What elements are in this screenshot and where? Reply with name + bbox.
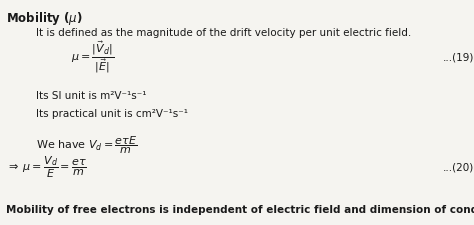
Text: Its SI unit is m²V⁻¹s⁻¹: Its SI unit is m²V⁻¹s⁻¹ <box>36 91 146 101</box>
Text: We have $V_d = \dfrac{e\tau E}{m}$: We have $V_d = \dfrac{e\tau E}{m}$ <box>36 135 137 156</box>
Text: Its practical unit is cm²V⁻¹s⁻¹: Its practical unit is cm²V⁻¹s⁻¹ <box>36 109 188 119</box>
Text: $\Rightarrow\; \mu = \dfrac{V_d}{E} = \dfrac{e\tau}{m}$: $\Rightarrow\; \mu = \dfrac{V_d}{E} = \d… <box>6 155 87 180</box>
Text: ...(20): ...(20) <box>443 163 474 173</box>
Text: ...(19): ...(19) <box>443 52 474 62</box>
Text: Mobility of free electrons is independent of electric field and dimension of con: Mobility of free electrons is independen… <box>6 205 474 215</box>
Text: $\mu = \dfrac{|\vec{V}_d|}{|\vec{E}|}$: $\mu = \dfrac{|\vec{V}_d|}{|\vec{E}|}$ <box>71 39 114 75</box>
Text: Mobility ($\mu$): Mobility ($\mu$) <box>6 10 82 27</box>
Text: It is defined as the magnitude of the drift velocity per unit electric field.: It is defined as the magnitude of the dr… <box>36 28 411 38</box>
